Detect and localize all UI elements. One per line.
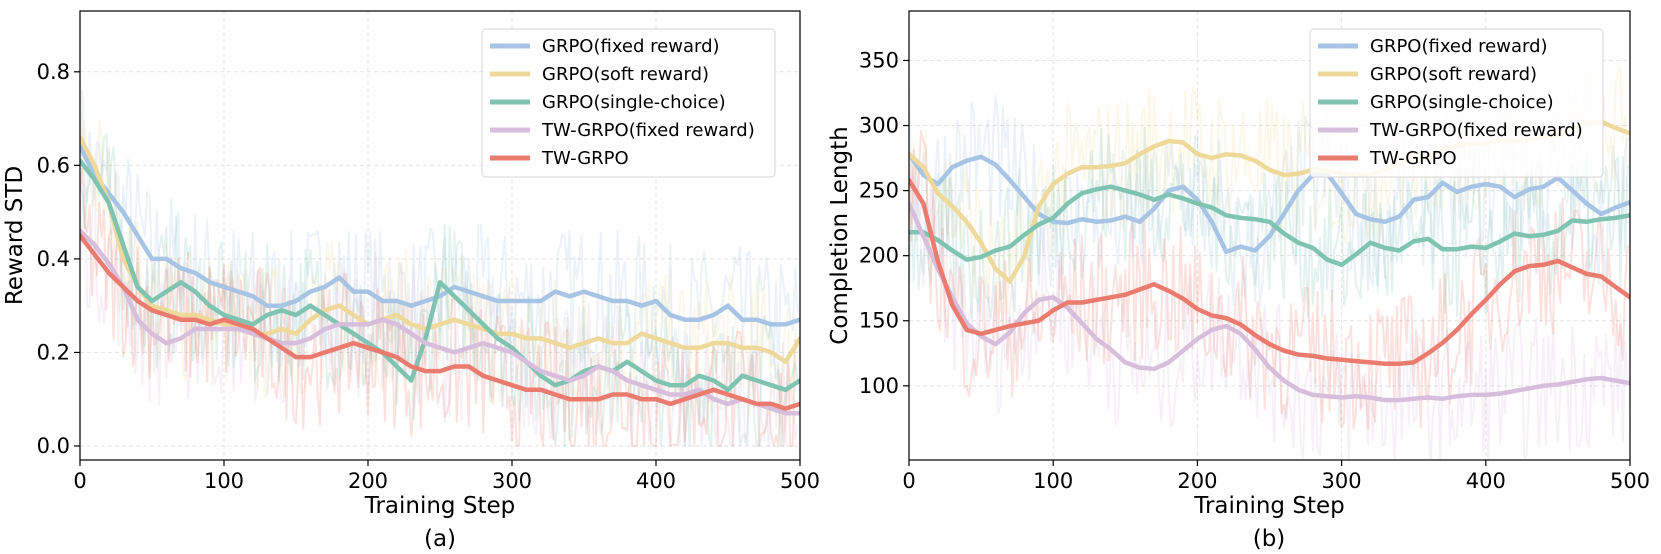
plot-area	[80, 83, 800, 447]
legend: GRPO(fixed reward) GRPO(soft reward) GRPO(…	[1309, 28, 1604, 178]
series-line-0	[909, 151, 1630, 255]
x-tick-label: 100	[1033, 469, 1073, 493]
raw-trace-2	[80, 133, 799, 447]
x-tick-label: 100	[204, 469, 244, 493]
y-tick-label: 0.0	[37, 434, 70, 458]
x-tick-label: 300	[492, 469, 532, 493]
series-line-3	[80, 228, 800, 416]
y-tick-label: 350	[859, 48, 899, 72]
legend-label: GRPO(single-choice)	[542, 92, 726, 113]
y-tick-label: 0.2	[37, 340, 70, 364]
raw-trace-3	[909, 161, 1629, 460]
x-axis-label: Training Step	[1193, 493, 1344, 519]
y-tick-label: 300	[859, 114, 899, 138]
legend-label: TW-GRPO	[541, 148, 629, 169]
y-tick-label: 0.6	[37, 153, 70, 177]
raw-trace-1	[80, 83, 799, 425]
y-tick-label: 100	[859, 374, 899, 398]
legend-box	[481, 28, 776, 178]
legend: GRPO(fixed reward) GRPO(soft reward) GRPO(…	[481, 28, 776, 178]
axes-frame	[79, 10, 801, 461]
y-tick-label: 150	[859, 309, 899, 333]
chart-panel-b: 0 100 200 300 400 500 100 150 200 250 300 350 Traini…	[827, 10, 1650, 552]
y-tick-label: 250	[859, 179, 899, 203]
chart-panel-a: 0 100 200 300 400 500 0.0 0.2 0.4 0.6 0.8 Training …	[2, 10, 820, 552]
series-line-2	[909, 184, 1630, 268]
series-line-4	[80, 233, 800, 411]
panel-caption: (b)	[1253, 526, 1286, 552]
series-line-0	[80, 144, 800, 327]
x-axis-label: Training Step	[364, 493, 515, 519]
raw-trace-0	[80, 89, 799, 391]
x-tick-label: 200	[348, 469, 388, 493]
y-axis-label: Reward STD	[2, 166, 28, 305]
series-line-1	[80, 135, 800, 365]
legend-label: TW-GRPO(fixed reward)	[1369, 120, 1583, 141]
series-line-3	[909, 201, 1630, 403]
y-tick-label: 0.8	[37, 60, 70, 84]
x-tick-label: 0	[902, 469, 915, 493]
panel-caption: (a)	[424, 526, 456, 552]
legend-label: TW-GRPO(fixed reward)	[541, 120, 755, 141]
x-tick-label: 300	[1322, 469, 1362, 493]
y-tick-label: 0.4	[37, 247, 70, 271]
y-axis-label: Completion Length	[827, 126, 853, 344]
x-tick-label: 400	[636, 469, 676, 493]
axes-frame	[908, 10, 1631, 461]
x-tick-label: 0	[73, 469, 86, 493]
x-tick-label: 200	[1177, 469, 1217, 493]
legend-label: GRPO(single-choice)	[1370, 92, 1554, 113]
legend-box	[1309, 28, 1604, 178]
x-tick-label: 500	[1610, 469, 1650, 493]
y-tick-label: 200	[859, 244, 899, 268]
legend-label: TW-GRPO	[1369, 148, 1457, 169]
series-line-2	[80, 158, 800, 393]
x-tick-label: 500	[780, 469, 820, 493]
series-line-4	[909, 177, 1630, 366]
legend-label: GRPO(fixed reward)	[542, 36, 720, 57]
x-tick-label: 400	[1466, 469, 1506, 493]
legend-label: GRPO(soft reward)	[542, 64, 709, 85]
legend-label: GRPO(soft reward)	[1370, 64, 1537, 85]
raw-trace-2	[909, 127, 1629, 320]
legend-label: GRPO(fixed reward)	[1370, 36, 1548, 57]
